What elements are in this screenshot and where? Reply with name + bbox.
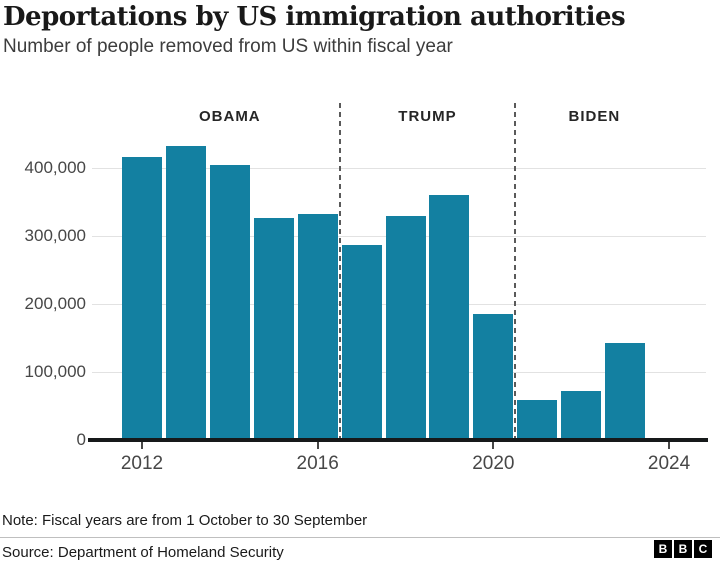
era-label-trump: TRUMP [398, 108, 457, 125]
source-text: Source: Department of Homeland Security [2, 544, 284, 561]
bbc-logo-letter-b2: B [674, 540, 692, 558]
bbc-logo-letter-b1: B [654, 540, 672, 558]
y-axis-label-0: 0 [76, 430, 86, 449]
x-axis-label-2012: 2012 [120, 453, 164, 474]
bar-2022 [561, 391, 602, 440]
x-tick-2012 [141, 442, 143, 449]
bar-2019 [429, 195, 470, 440]
x-tick-2024 [668, 442, 671, 449]
x-axis-line [88, 438, 708, 442]
y-axis-label-400,000: 400,000 [24, 158, 86, 177]
era-label-biden: BIDEN [568, 108, 621, 125]
y-axis-label-200,000: 200,000 [24, 294, 86, 313]
x-axis-label-2016: 2016 [296, 453, 339, 474]
era-label-obama: OBAMA [198, 108, 261, 125]
bar-2012 [122, 157, 162, 440]
bar-2021 [517, 399, 558, 440]
x-axis-label-2024: 2024 [647, 453, 691, 474]
footer-divider-line [0, 537, 720, 538]
bar-2020 [473, 313, 514, 440]
era-divider-2 [514, 103, 517, 440]
x-tick-2016 [316, 442, 319, 449]
y-axis-label-300,000: 300,000 [24, 226, 86, 245]
x-axis-label-2020: 2020 [472, 453, 515, 474]
bbc-logo-letter-c: C [694, 540, 712, 558]
bar-2017 [341, 244, 382, 440]
bar-2016 [297, 214, 338, 440]
bar-2023 [605, 343, 646, 440]
bar-2018 [385, 216, 426, 440]
bbc-logo: B B C [654, 540, 712, 558]
x-tick-2020 [492, 442, 495, 449]
chart-title: Deportations by US immigration authoriti… [3, 2, 626, 32]
bar-2015 [253, 218, 294, 440]
bar-2014 [209, 164, 250, 440]
bar-2013 [165, 145, 206, 440]
chart-subtitle: Number of people removed from US within … [3, 36, 453, 57]
era-divider-1 [338, 103, 341, 440]
gridline-400,000 [92, 168, 706, 169]
y-axis-label-100,000: 100,000 [24, 362, 86, 381]
note-text: Note: Fiscal years are from 1 October to… [2, 512, 368, 529]
